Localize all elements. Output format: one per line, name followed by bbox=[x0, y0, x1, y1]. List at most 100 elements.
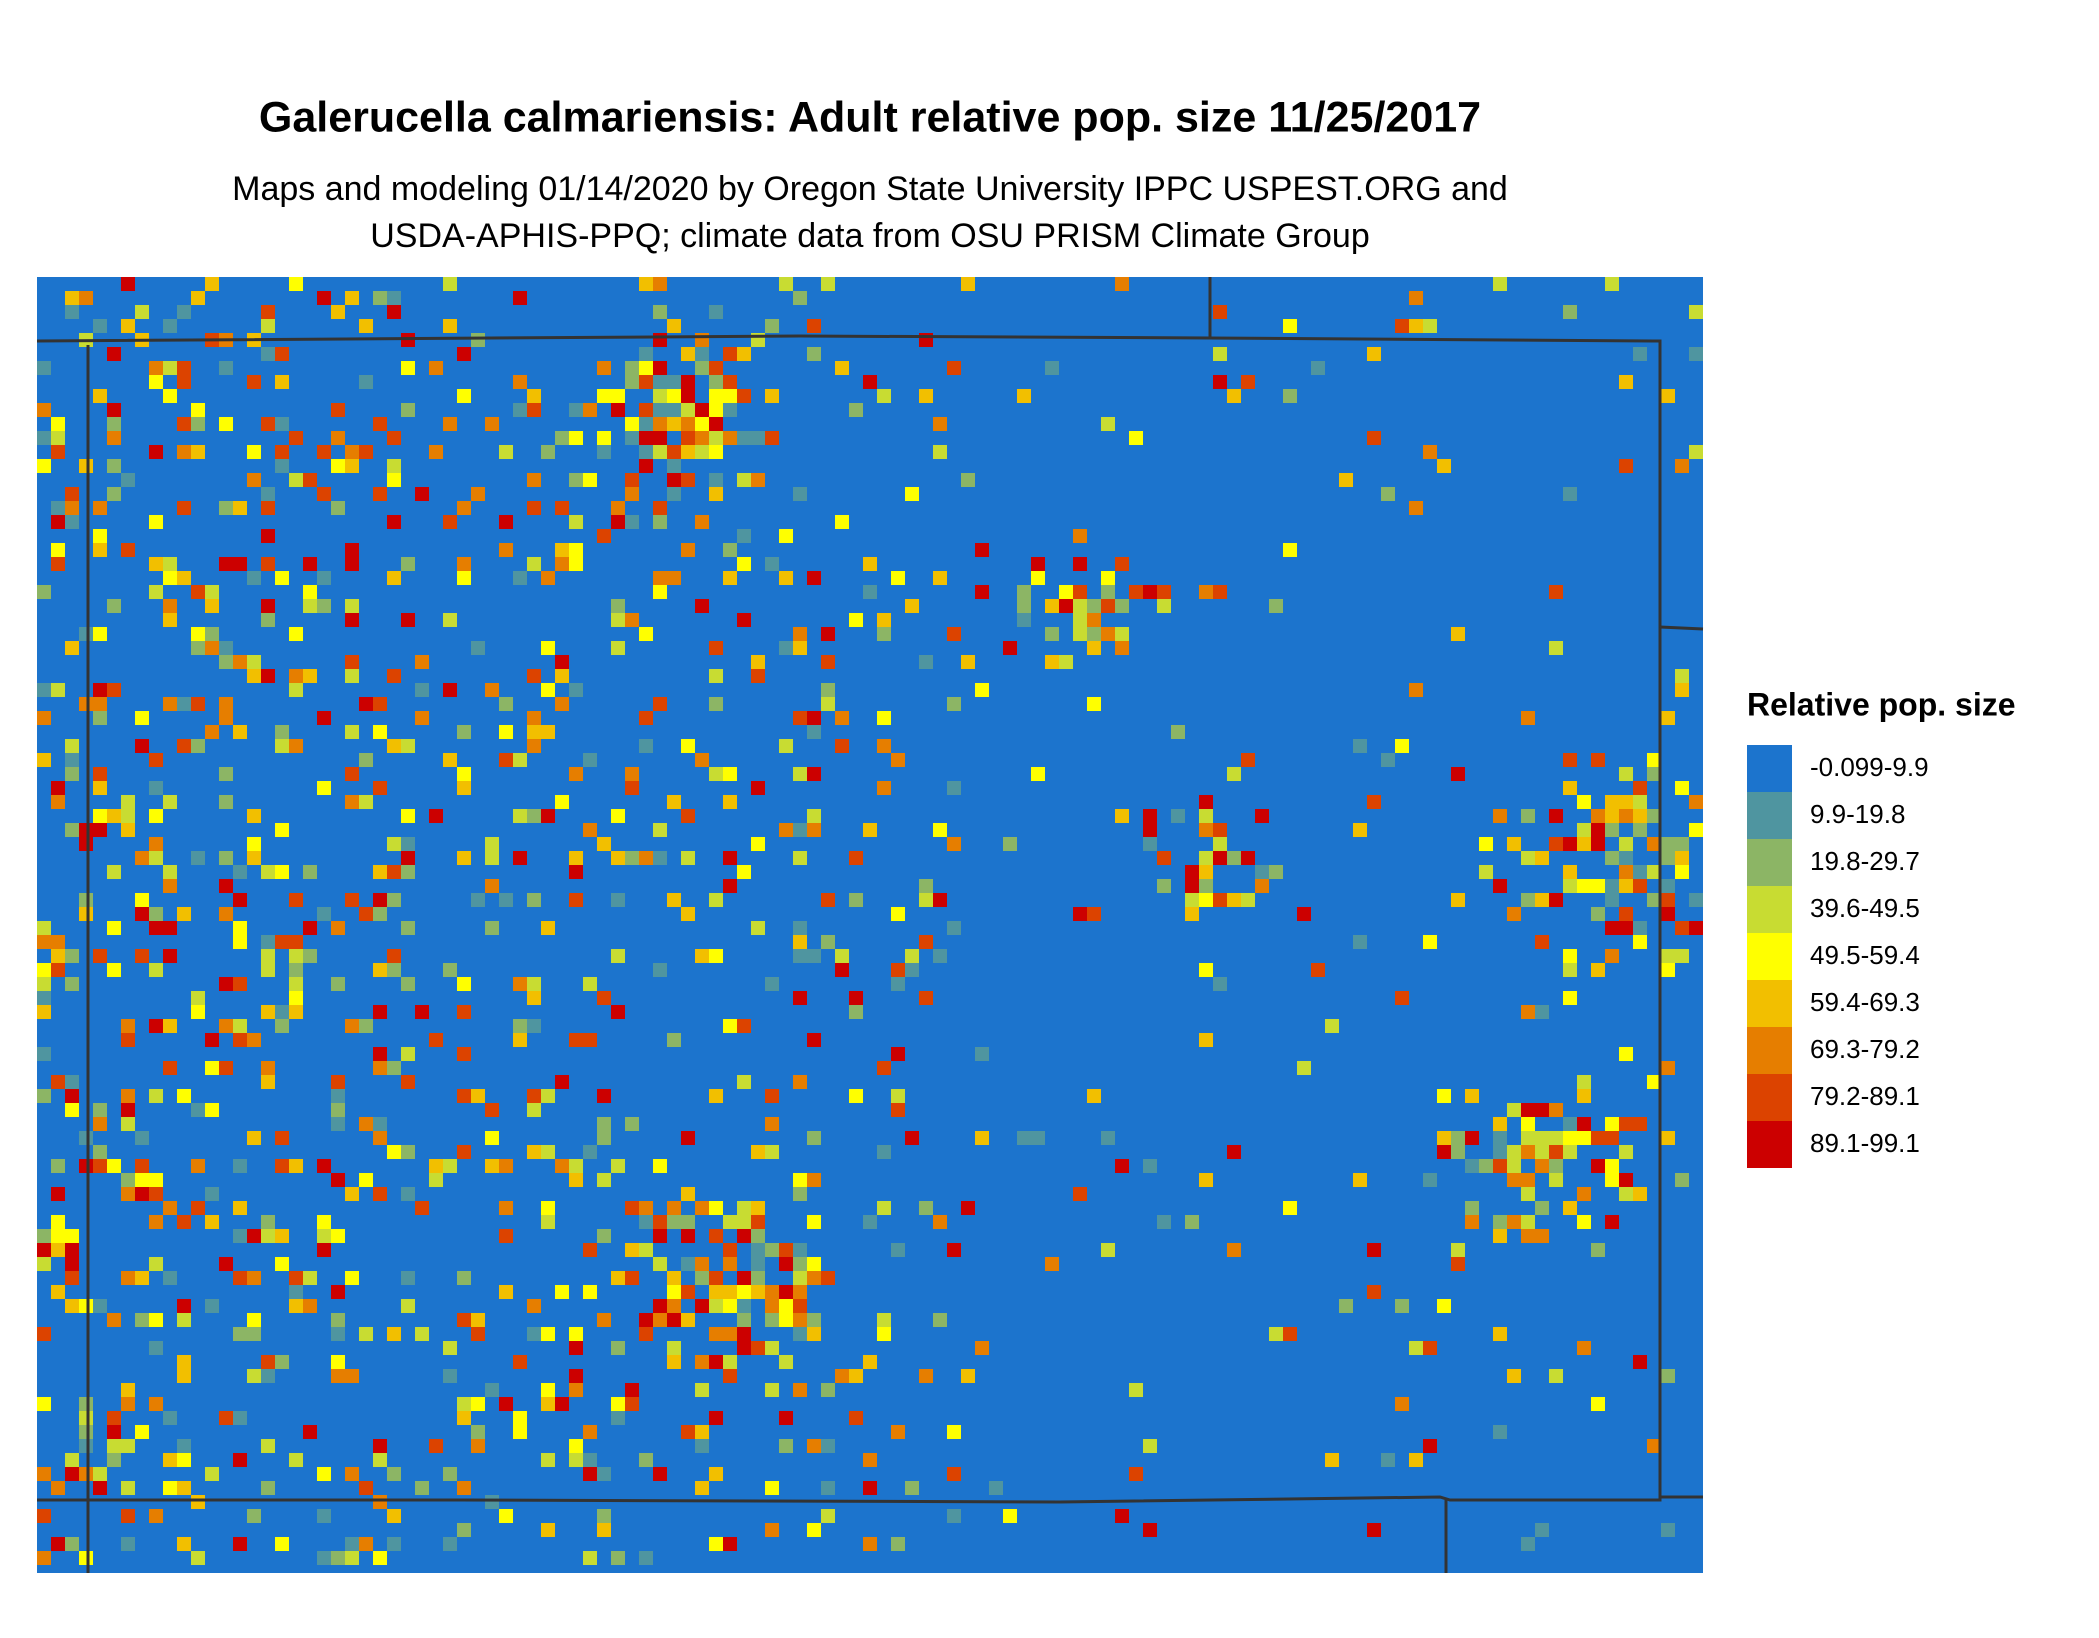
raster-cell bbox=[541, 809, 555, 823]
raster-cell bbox=[1451, 1243, 1465, 1257]
raster-cell bbox=[317, 291, 331, 305]
raster-cell bbox=[709, 1467, 723, 1481]
raster-cell bbox=[709, 1089, 723, 1103]
raster-cell bbox=[415, 683, 429, 697]
raster-cell bbox=[121, 1481, 135, 1495]
raster-cell bbox=[499, 543, 513, 557]
raster-cell bbox=[359, 1173, 373, 1187]
raster-cell bbox=[709, 375, 723, 389]
raster-cell bbox=[1115, 557, 1129, 571]
raster-cell bbox=[513, 851, 527, 865]
raster-cell bbox=[457, 1145, 471, 1159]
raster-cell bbox=[457, 1047, 471, 1061]
raster-cell bbox=[597, 389, 611, 403]
raster-cell bbox=[275, 1229, 289, 1243]
raster-cell bbox=[681, 1187, 695, 1201]
raster-cell bbox=[205, 627, 219, 641]
raster-cell bbox=[1647, 865, 1661, 879]
raster-cell bbox=[65, 1243, 79, 1257]
raster-cell bbox=[793, 1327, 807, 1341]
raster-cell bbox=[1535, 1005, 1549, 1019]
raster-cell bbox=[471, 641, 485, 655]
raster-cell bbox=[597, 1173, 611, 1187]
raster-cell bbox=[149, 781, 163, 795]
raster-cell bbox=[597, 1467, 611, 1481]
raster-cell bbox=[1591, 1131, 1605, 1145]
raster-cell bbox=[863, 375, 877, 389]
raster-cell bbox=[93, 389, 107, 403]
raster-cell bbox=[765, 1243, 779, 1257]
raster-cell bbox=[709, 669, 723, 683]
raster-cell bbox=[149, 1019, 163, 1033]
raster-cell bbox=[289, 473, 303, 487]
raster-cell bbox=[947, 1243, 961, 1257]
raster-cell bbox=[793, 991, 807, 1005]
raster-cell bbox=[975, 585, 989, 599]
raster-cell bbox=[93, 683, 107, 697]
raster-cell bbox=[1591, 837, 1605, 851]
raster-cell bbox=[121, 1103, 135, 1117]
raster-cell bbox=[1535, 1103, 1549, 1117]
raster-cell bbox=[527, 739, 541, 753]
raster-cell bbox=[331, 977, 345, 991]
legend-swatch bbox=[1747, 980, 1792, 1027]
raster-cell bbox=[177, 1089, 191, 1103]
raster-cell bbox=[653, 1257, 667, 1271]
raster-cell bbox=[821, 893, 835, 907]
raster-cell bbox=[373, 487, 387, 501]
raster-cell bbox=[1549, 1173, 1563, 1187]
raster-cell bbox=[51, 1285, 65, 1299]
raster-cell bbox=[653, 501, 667, 515]
raster-cell bbox=[667, 403, 681, 417]
raster-cell bbox=[1521, 1173, 1535, 1187]
raster-cell bbox=[695, 1257, 709, 1271]
raster-cell bbox=[1409, 1453, 1423, 1467]
raster-cell bbox=[1605, 851, 1619, 865]
raster-cell bbox=[415, 655, 429, 669]
raster-cell bbox=[233, 893, 247, 907]
raster-cell bbox=[527, 1327, 541, 1341]
raster-cell bbox=[93, 809, 107, 823]
raster-cell bbox=[597, 1117, 611, 1131]
raster-cell bbox=[681, 403, 695, 417]
raster-cell bbox=[121, 1187, 135, 1201]
raster-cell bbox=[275, 739, 289, 753]
raster-cell bbox=[1213, 851, 1227, 865]
raster-cell bbox=[611, 1005, 625, 1019]
raster-cell bbox=[415, 711, 429, 725]
raster-cell bbox=[639, 1243, 653, 1257]
raster-cell bbox=[219, 907, 233, 921]
raster-cell bbox=[583, 977, 597, 991]
raster-cell bbox=[1073, 907, 1087, 921]
raster-cell bbox=[611, 1397, 625, 1411]
raster-cell bbox=[1675, 851, 1689, 865]
raster-cell bbox=[345, 459, 359, 473]
raster-cell bbox=[149, 1341, 163, 1355]
raster-cell bbox=[1563, 1145, 1577, 1159]
raster-cell bbox=[373, 291, 387, 305]
raster-cell bbox=[1549, 837, 1563, 851]
raster-cell bbox=[583, 1453, 597, 1467]
raster-cell bbox=[905, 1131, 919, 1145]
raster-cell bbox=[65, 1229, 79, 1243]
raster-cell bbox=[1423, 935, 1437, 949]
raster-cell bbox=[107, 417, 121, 431]
raster-cell bbox=[107, 459, 121, 473]
raster-cell bbox=[569, 431, 583, 445]
raster bbox=[37, 277, 1703, 1573]
raster-cell bbox=[457, 1005, 471, 1019]
raster-cell bbox=[1395, 739, 1409, 753]
raster-cell bbox=[1045, 655, 1059, 669]
raster-cell bbox=[695, 599, 709, 613]
raster-cell bbox=[625, 431, 639, 445]
raster-cell bbox=[1647, 809, 1661, 823]
raster-cell bbox=[667, 375, 681, 389]
raster-cell bbox=[219, 557, 233, 571]
raster-cell bbox=[429, 445, 443, 459]
raster-cell bbox=[1353, 935, 1367, 949]
raster-cell bbox=[331, 431, 345, 445]
raster-cell bbox=[639, 417, 653, 431]
raster-cell bbox=[37, 711, 51, 725]
raster-cell bbox=[457, 1411, 471, 1425]
raster-cell bbox=[429, 1033, 443, 1047]
